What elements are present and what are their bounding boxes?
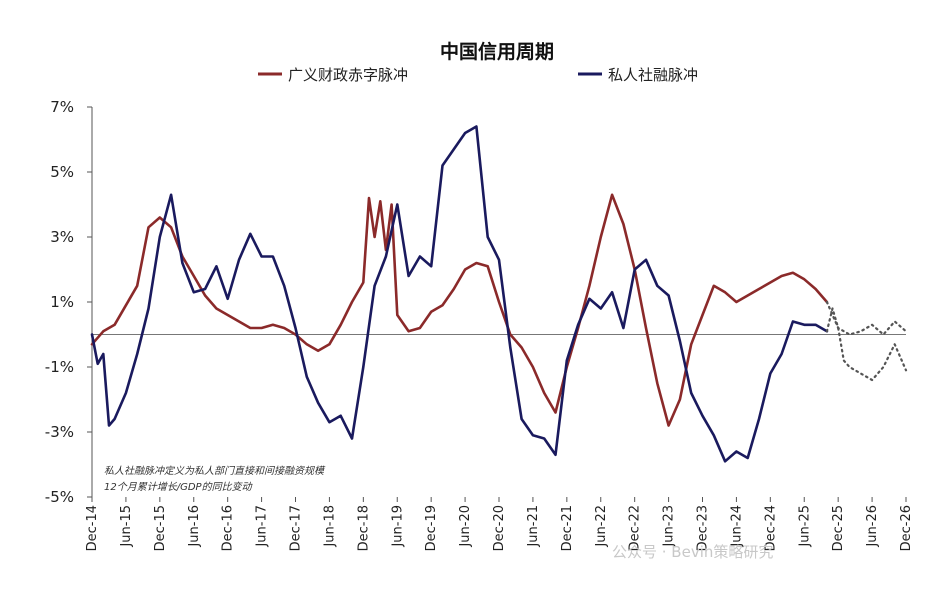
x-tick-label: Dec-26 [899,505,914,551]
watermark: 公众号 · Bevin策略研究 [612,543,773,561]
x-tick-label: Jun-26 [865,505,880,548]
x-tick-label: Jun-23 [662,505,677,548]
x-tick-label: Jun-19 [390,505,405,548]
x-tick-label: Dec-25 [831,505,846,551]
axes: 7% 5% 3% 1% -1% -3% -5% Dec-14 Jun-15 Dec-15 Jun-1… [45,98,914,551]
legend-label-private: 私人社融脉冲 [608,66,698,84]
y-tick-label: -5% [45,488,74,506]
x-tick-label: Dec-14 [85,505,100,551]
x-tick-label: Dec-22 [628,505,643,551]
y-tick-label: 5% [50,163,74,181]
series-line-1 [90,125,829,463]
y-tick-label: -3% [45,423,74,441]
x-tick-label: Dec-19 [424,505,439,551]
x-tick-label: Dec-23 [696,505,711,551]
x-tick-label: Jun-18 [322,505,337,548]
legend-label-fiscal: 广义财政赤字脉冲 [288,66,408,84]
x-tick-label: Dec-21 [560,505,575,551]
x-tick-label: Dec-24 [763,505,778,551]
x-tick-label: Dec-15 [153,505,168,551]
y-tick-label: 7% [50,98,74,116]
series-layer [90,125,908,463]
annotation-line-1: 私人社融脉冲定义为私人部门直接和间接融资规模 [104,465,326,477]
series-line-0 [90,193,829,427]
x-tick-label: Jun-25 [797,505,812,548]
x-tick-label: Dec-18 [356,505,371,551]
x-tick-label: Dec-17 [289,505,304,551]
x-tick-label: Jun-16 [187,505,202,548]
x-tick-label: Jun-22 [594,505,609,548]
x-tick-label: Jun-24 [729,505,744,548]
x-tick-label: Jun-21 [526,505,541,548]
y-tick-label: 3% [50,228,74,246]
y-tick-label: 1% [50,293,74,311]
x-tick-label: Jun-20 [458,505,473,548]
annotation-line-2: 12个月累计增长/GDP的同比变动 [104,481,253,493]
x-tick-label: Dec-16 [221,505,236,551]
legend: 广义财政赤字脉冲 私人社融脉冲 [258,66,698,84]
annotation: 私人社融脉冲定义为私人部门直接和间接融资规模 12个月累计增长/GDP的同比变动 [104,465,326,493]
y-tick-label: -1% [45,358,74,376]
x-tick-label: Jun-17 [255,505,270,548]
x-tick-label: Jun-15 [119,505,134,548]
chart-title: 中国信用周期 [440,40,554,63]
x-tick-label: Dec-20 [492,505,507,551]
forecast-series-3 [825,300,908,336]
forecast-series-2 [825,307,908,382]
